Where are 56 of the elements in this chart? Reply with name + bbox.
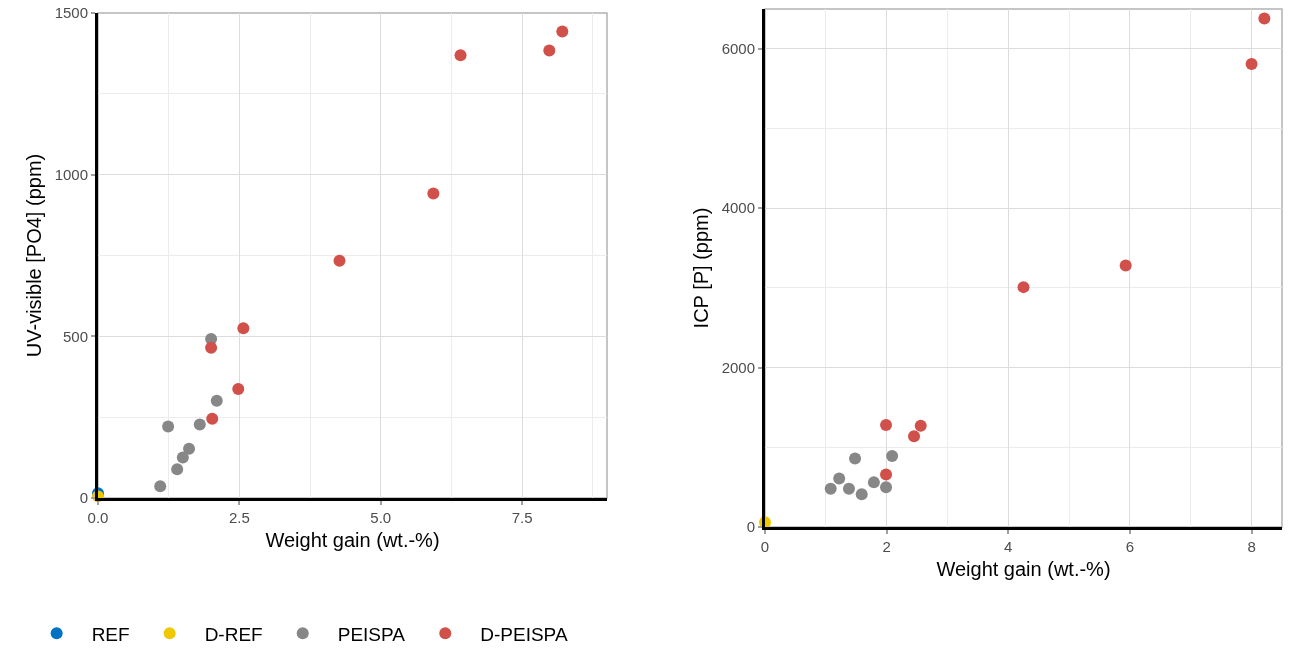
- point: [556, 25, 569, 38]
- y-tick-label: 1500: [54, 4, 88, 22]
- point: [880, 481, 893, 494]
- point: [237, 322, 250, 335]
- point: [454, 49, 467, 62]
- legend-label: D-REF: [204, 623, 263, 645]
- point: [1258, 12, 1271, 25]
- point: [1245, 57, 1258, 70]
- x-axis-title: Weight gain (wt.-%): [936, 557, 1111, 580]
- point: [162, 420, 175, 433]
- x-tick-label: 5.0: [370, 509, 392, 526]
- point: [855, 488, 868, 501]
- x-tick-label: 2: [882, 538, 891, 555]
- point: [183, 442, 196, 455]
- point: [1119, 259, 1132, 272]
- point: [842, 482, 855, 495]
- point: [914, 419, 927, 432]
- point: [333, 254, 346, 267]
- point: [171, 463, 184, 476]
- point: [849, 452, 862, 465]
- y-tick-label: 6000: [721, 40, 755, 58]
- x-tick-label: 7.5: [511, 509, 533, 526]
- legend-label: REF: [91, 623, 130, 645]
- point: [833, 472, 846, 485]
- x-tick-label: 0.0: [87, 509, 109, 526]
- x-tick-label: 4: [1004, 538, 1013, 555]
- point: [908, 430, 921, 443]
- point: [206, 412, 219, 425]
- x-tick-label: 8: [1247, 538, 1256, 555]
- x-tick-label: 0: [760, 538, 770, 555]
- point: [880, 468, 893, 481]
- point: [176, 451, 189, 464]
- point: [232, 383, 245, 396]
- point: [824, 482, 837, 495]
- legend-label: PEISPA: [337, 623, 406, 645]
- x-axis-title: Weight gain (wt.-%): [265, 528, 440, 551]
- point: [886, 450, 899, 463]
- x-tick-label: 2.5: [228, 509, 250, 526]
- point: [1017, 281, 1030, 294]
- legend-label: D-PEISPA: [480, 623, 568, 645]
- point: [210, 394, 223, 407]
- y-axis-title: UV-visible [PO4] (ppm): [23, 153, 46, 358]
- y-tick-label: 0: [79, 489, 88, 507]
- point: [205, 341, 218, 354]
- y-tick-label: 4000: [721, 199, 755, 217]
- point: [543, 44, 556, 57]
- point: [154, 480, 167, 493]
- y-tick-label: 1000: [54, 165, 88, 183]
- x-tick-label: 6: [1125, 538, 1135, 555]
- y-tick-label: 2000: [721, 358, 755, 376]
- point: [193, 418, 206, 431]
- point: [867, 476, 880, 489]
- point: [427, 187, 440, 200]
- point: [880, 418, 893, 431]
- y-axis-title: ICP [P] (ppm): [690, 207, 713, 329]
- y-tick-label: 500: [62, 327, 88, 345]
